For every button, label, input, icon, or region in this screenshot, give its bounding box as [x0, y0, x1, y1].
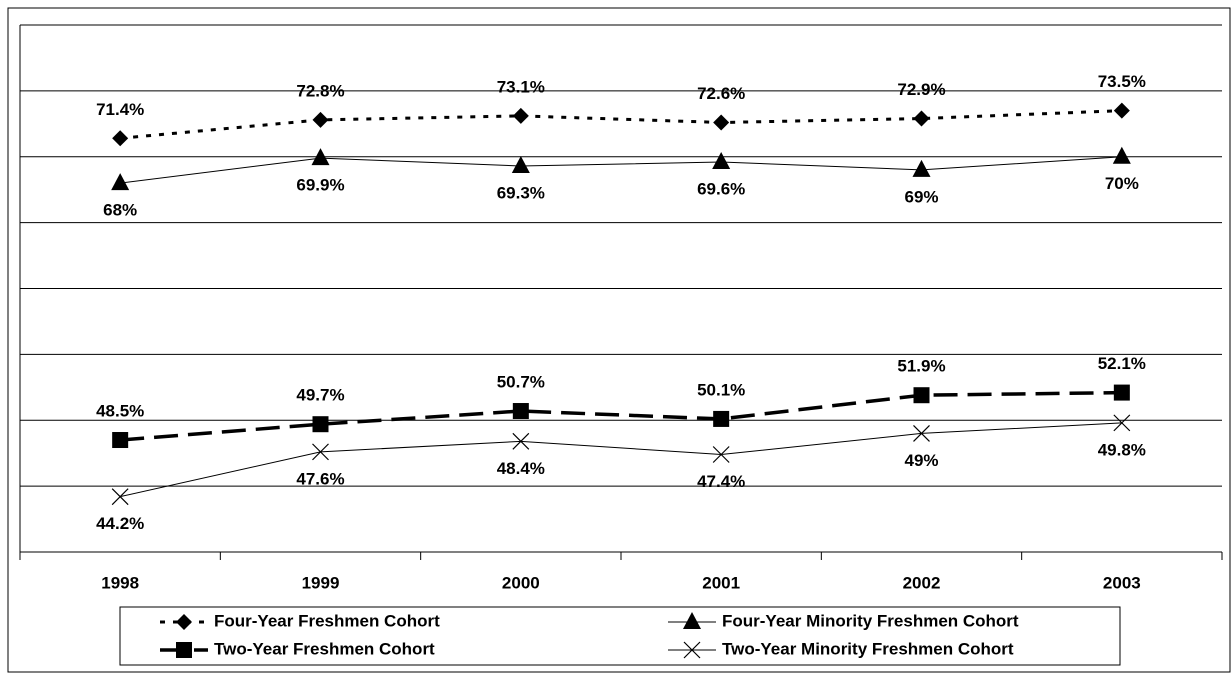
data-label: 72.9%	[897, 80, 945, 99]
chart-frame	[7, 7, 1231, 673]
marker-cross	[913, 425, 930, 442]
marker-triangle	[912, 159, 931, 177]
x-tick-label: 2002	[903, 573, 941, 592]
data-label: 49.7%	[296, 386, 344, 405]
marker-square	[112, 432, 129, 449]
data-label: 52.1%	[1098, 354, 1146, 373]
series-line	[120, 156, 1122, 184]
data-label: 69%	[904, 187, 938, 206]
data-label: 69.9%	[296, 176, 344, 195]
legend-box	[119, 606, 1121, 666]
marker-triangle	[1112, 146, 1131, 164]
marker-diamond	[112, 130, 129, 147]
data-label: 69.3%	[497, 183, 545, 202]
data-label: 72.8%	[296, 81, 344, 100]
marker-cross	[712, 446, 730, 463]
marker-square	[512, 403, 529, 420]
marker-triangle	[683, 612, 701, 629]
marker-square	[713, 410, 730, 427]
marker-diamond	[512, 107, 529, 124]
marker-diamond	[312, 111, 329, 128]
marker-square	[1113, 384, 1130, 401]
marker-square	[176, 642, 192, 658]
data-label: 48.5%	[96, 401, 144, 420]
legend-label: Two-Year Minority Freshmen Cohort	[722, 639, 1014, 658]
data-label: 69.6%	[697, 180, 745, 199]
marker-triangle	[511, 155, 530, 173]
data-label: 50.7%	[497, 373, 545, 392]
data-label: 71.4%	[96, 100, 144, 119]
series-line	[120, 390, 1122, 442]
data-label: 49.8%	[1098, 440, 1146, 459]
marker-triangle	[111, 173, 130, 191]
marker-diamond	[1113, 102, 1130, 119]
data-label: 50.1%	[697, 380, 745, 399]
marker-square	[913, 387, 930, 404]
x-tick-label: 2000	[502, 573, 540, 592]
data-label: 73.1%	[497, 77, 545, 96]
marker-cross	[683, 641, 701, 659]
x-tick-label: 1999	[302, 573, 340, 592]
data-label: 73.5%	[1098, 72, 1146, 91]
marker-cross	[312, 443, 329, 461]
legend-label: Four-Year Freshmen Cohort	[214, 611, 440, 630]
data-label: 49%	[904, 451, 938, 470]
data-label: 47.6%	[296, 469, 344, 488]
legend-label: Two-Year Freshmen Cohort	[214, 639, 435, 658]
data-label: 70%	[1105, 174, 1139, 193]
marker-square	[312, 416, 329, 433]
series-line	[120, 109, 1122, 140]
marker-diamond	[176, 614, 192, 630]
marker-diamond	[913, 110, 930, 127]
data-label: 72.6%	[697, 84, 745, 103]
marker-triangle	[311, 148, 330, 166]
marker-triangle	[712, 152, 731, 170]
x-tick-label: 1998	[101, 573, 139, 592]
marker-cross	[512, 432, 530, 450]
marker-diamond	[713, 114, 730, 131]
data-label: 48.4%	[497, 459, 545, 478]
data-label: 47.4%	[697, 472, 745, 491]
data-label: 51.9%	[897, 357, 945, 376]
x-tick-label: 2001	[702, 573, 740, 592]
legend-label: Four-Year Minority Freshmen Cohort	[722, 611, 1019, 630]
data-label: 44.2%	[96, 514, 144, 533]
x-tick-label: 2003	[1103, 573, 1141, 592]
series-line	[120, 422, 1122, 498]
data-label: 68%	[103, 201, 137, 220]
marker-cross	[111, 488, 129, 506]
marker-cross	[1113, 414, 1131, 432]
